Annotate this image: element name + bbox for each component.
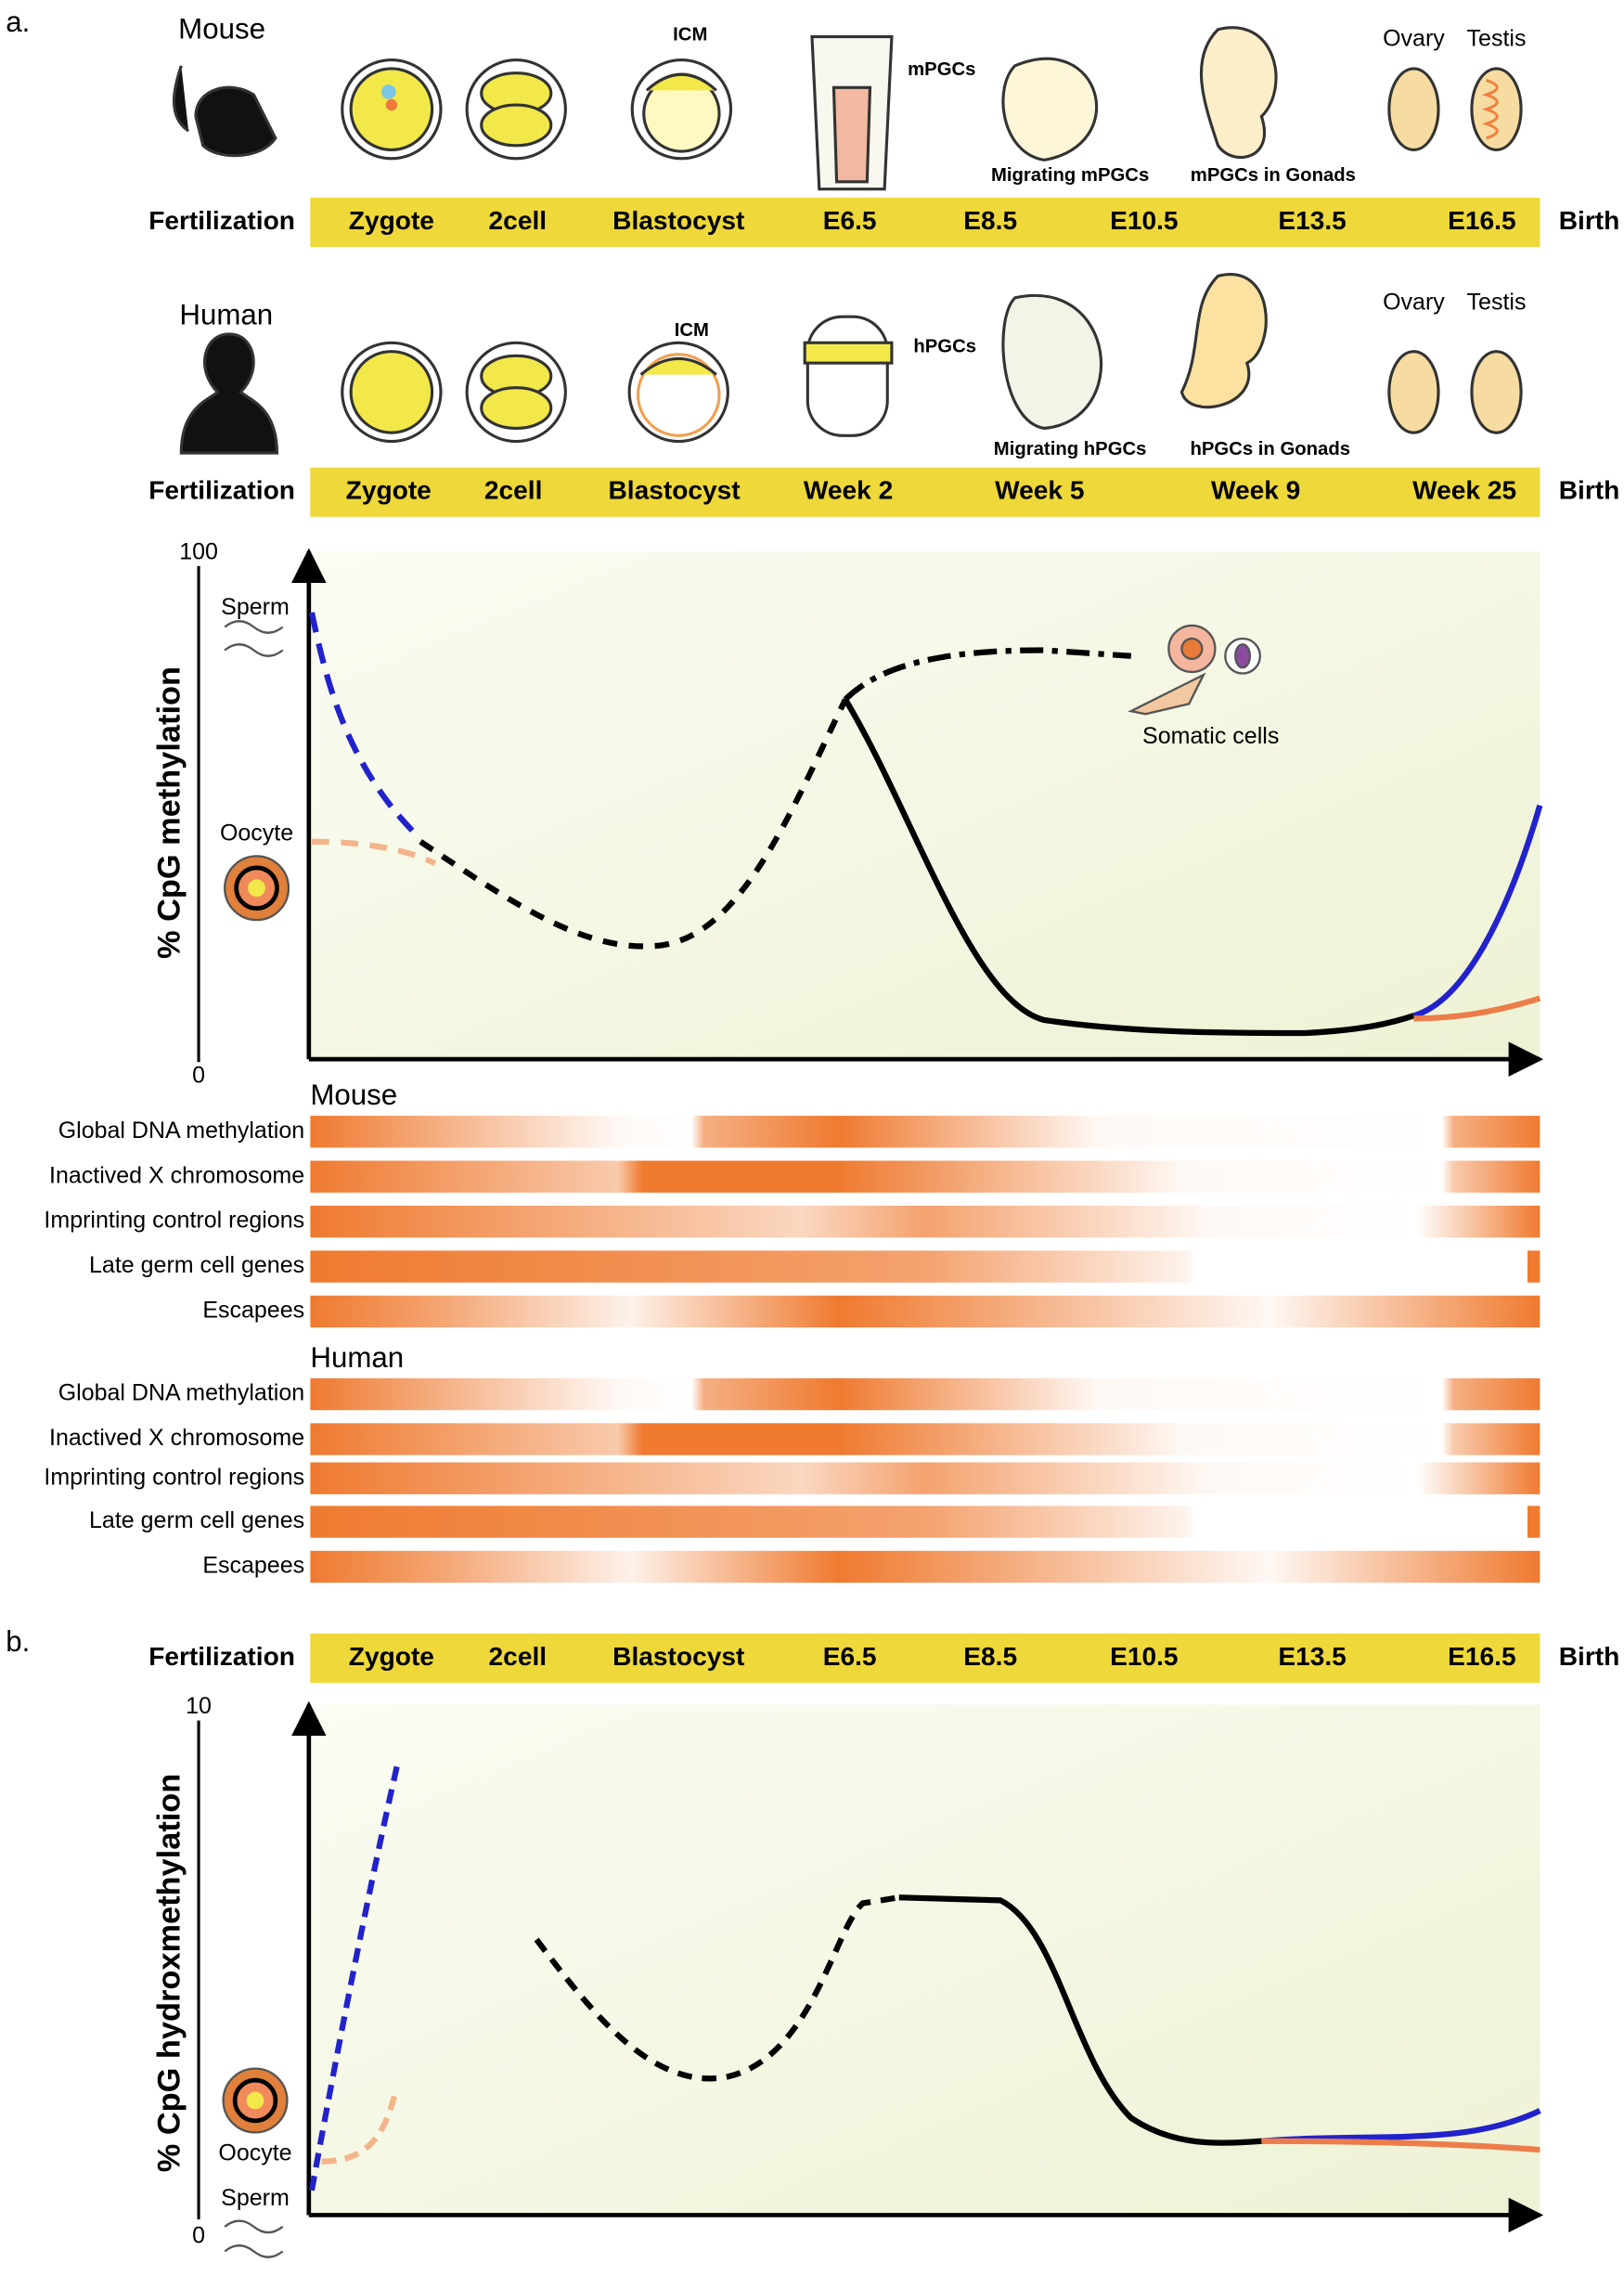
track-label: Global DNA methylation xyxy=(58,1380,304,1406)
annotation: hPGCs xyxy=(913,336,976,356)
y-axis-label: % CpG hydroxmethylation xyxy=(151,1774,187,2173)
timeline-bar xyxy=(310,1633,1540,1683)
icons xyxy=(172,26,1523,191)
timeline-bar xyxy=(310,467,1540,517)
annotation: ICM xyxy=(675,320,709,341)
track-label: Late germ cell genes xyxy=(89,1252,304,1278)
track-label: Global DNA methylation xyxy=(58,1118,304,1144)
timeline-label: E6.5 xyxy=(823,1642,877,1671)
annotation: Testis xyxy=(1467,290,1527,316)
plot-label: Oocyte xyxy=(218,2139,291,2165)
annotation: mPGCs in Gonads xyxy=(1191,165,1356,186)
panel-label: a. xyxy=(6,6,30,38)
timeline-label: Zygote xyxy=(346,476,432,505)
track-bar xyxy=(310,1377,1540,1411)
track-title: Mouse xyxy=(310,1079,397,1111)
track-bar xyxy=(310,1160,1540,1193)
scale-max: 100 xyxy=(179,538,218,564)
annotation: ICM xyxy=(673,24,707,45)
annotation: mPGCs xyxy=(908,59,975,80)
scale-max: 10 xyxy=(186,1693,212,1719)
annotation: Testis xyxy=(1467,25,1527,51)
icons xyxy=(179,273,1523,455)
curves xyxy=(308,1757,1541,2191)
track-bar xyxy=(310,1550,1540,1583)
panel-label: b. xyxy=(6,1625,30,1658)
timeline-label: Birth xyxy=(1559,1642,1620,1671)
timeline-label: E13.5 xyxy=(1278,206,1346,235)
timeline-label: Zygote xyxy=(349,1642,434,1671)
track-bar xyxy=(310,1506,1540,1538)
annotation: Migrating hPGCs xyxy=(994,439,1147,459)
track-bar xyxy=(310,1116,1540,1148)
plot-label: Sperm xyxy=(221,2185,290,2211)
plot-label: Somatic cells xyxy=(1142,723,1279,749)
timeline-label: Week 25 xyxy=(1412,476,1516,505)
plot-label: Oocyte xyxy=(220,821,293,847)
track-label: Escapees xyxy=(202,1553,304,1579)
annotation: Ovary xyxy=(1383,290,1445,316)
track-label: Inactived X chromosome xyxy=(49,1162,304,1188)
timeline-label: Birth xyxy=(1559,206,1620,235)
track-bar xyxy=(310,1295,1540,1328)
plot-label: Sperm xyxy=(221,594,290,620)
curves xyxy=(308,612,1543,1037)
timeline-label: E10.5 xyxy=(1110,206,1178,235)
timeline-label: E10.5 xyxy=(1110,1642,1178,1671)
track-title: Human xyxy=(310,1341,404,1374)
timeline-label: E13.5 xyxy=(1278,1642,1346,1671)
scale-min: 0 xyxy=(192,1062,205,1088)
timeline-label: Blastocyst xyxy=(612,1642,745,1671)
track-label: Imprinting control regions xyxy=(44,1208,304,1234)
timeline-label: 2cell xyxy=(484,476,543,505)
annotation: hPGCs in Gonads xyxy=(1190,439,1350,459)
plot-background xyxy=(308,551,1540,1060)
scale-min: 0 xyxy=(192,2222,205,2248)
timeline-label: E8.5 xyxy=(963,1642,1017,1671)
timeline-label: 2cell xyxy=(489,1642,548,1671)
timeline-label: E6.5 xyxy=(823,206,877,235)
track-label: Inactived X chromosome xyxy=(49,1425,304,1451)
timeline-label: Zygote xyxy=(349,206,434,235)
track-bar xyxy=(310,1250,1540,1283)
track-label: Late germ cell genes xyxy=(89,1507,304,1533)
timeline-label: E16.5 xyxy=(1448,206,1515,235)
y-axis-label: % CpG methylation xyxy=(151,666,187,959)
track-label: Escapees xyxy=(202,1298,304,1324)
cell-icons xyxy=(222,2067,289,2258)
timeline-label: 2cell xyxy=(489,206,548,235)
species-title: Human xyxy=(179,298,273,330)
timeline-label: Week 2 xyxy=(804,476,893,505)
track-bar xyxy=(310,1462,1540,1494)
timeline-label: Blastocyst xyxy=(608,476,741,505)
track-bar xyxy=(310,1205,1540,1238)
timeline-label: E16.5 xyxy=(1448,1642,1515,1671)
track-label: Imprinting control regions xyxy=(44,1464,304,1490)
timeline-bar xyxy=(310,198,1540,248)
annotation: Migrating mPGCs xyxy=(991,165,1149,186)
timeline-label: Birth xyxy=(1559,476,1620,505)
plot-background xyxy=(308,1704,1540,2216)
timeline-label: Fertilization xyxy=(148,476,295,505)
timeline-label: Week 5 xyxy=(995,476,1084,505)
species-title: Mouse xyxy=(178,13,265,45)
track-bar xyxy=(310,1423,1540,1455)
annotation: Ovary xyxy=(1383,25,1445,51)
timeline-label: Week 9 xyxy=(1211,476,1300,505)
cell-icons xyxy=(224,620,1261,922)
timeline-label: Fertilization xyxy=(148,206,295,235)
timeline-label: Fertilization xyxy=(148,1642,295,1671)
timeline-label: E8.5 xyxy=(963,206,1017,235)
timeline-label: Blastocyst xyxy=(612,206,745,235)
